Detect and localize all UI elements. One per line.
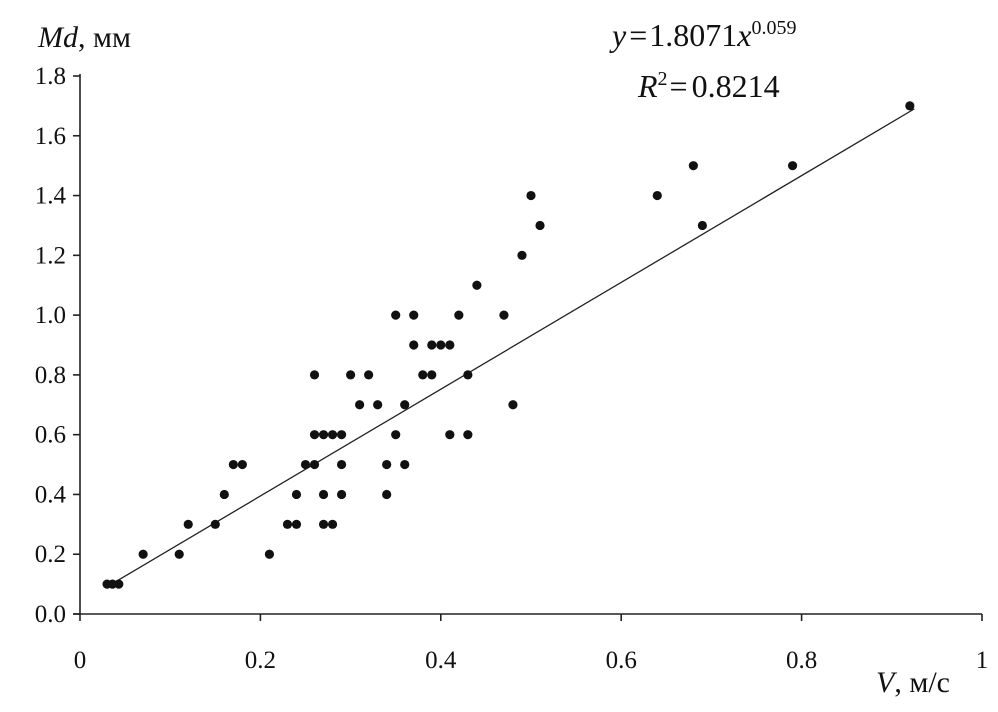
data-point xyxy=(526,190,536,201)
data-point xyxy=(327,430,338,440)
x-axis-unit: , м/с xyxy=(894,666,950,699)
data-point xyxy=(499,310,509,320)
y-axis-symbol: Md xyxy=(37,21,79,54)
data-point xyxy=(282,519,293,529)
data-point xyxy=(373,400,383,410)
equation-coefficient: 1.8071 xyxy=(649,17,737,53)
x-tick-label: 0 xyxy=(74,647,87,674)
y-tick-label: 0.0 xyxy=(35,601,66,628)
y-tick-label: 0.4 xyxy=(35,481,67,508)
data-point xyxy=(210,519,220,529)
data-point xyxy=(291,519,302,529)
y-tick-label: 0.6 xyxy=(35,422,66,449)
y-axis-title: Md, мм xyxy=(37,21,131,54)
data-point xyxy=(508,400,518,410)
data-point xyxy=(300,459,311,470)
y-tick-label: 0.2 xyxy=(35,541,66,568)
data-point xyxy=(318,430,329,440)
data-point xyxy=(391,310,401,320)
data-point xyxy=(264,549,275,559)
data-point xyxy=(107,579,118,589)
x-tick-label: 0.8 xyxy=(786,647,817,674)
data-point xyxy=(138,549,148,559)
data-point xyxy=(228,459,238,470)
data-point xyxy=(327,519,338,529)
data-point xyxy=(219,489,229,500)
data-point xyxy=(418,370,428,380)
data-point xyxy=(400,400,410,410)
data-point xyxy=(697,220,707,231)
data-point xyxy=(472,280,482,290)
data-point xyxy=(114,579,124,589)
y-tick-label: 1.6 xyxy=(35,123,66,150)
r-squared: R2= 0.8214 xyxy=(637,68,780,104)
data-point xyxy=(309,430,320,440)
y-tick-label: 1.8 xyxy=(35,63,66,90)
data-point xyxy=(409,340,419,350)
data-point xyxy=(905,101,915,111)
data-point xyxy=(445,430,455,440)
data-point xyxy=(409,310,419,320)
data-point xyxy=(400,459,410,470)
x-tick-label: 0.2 xyxy=(245,647,276,674)
r-squared-equals: = xyxy=(670,68,688,104)
data-point xyxy=(535,220,545,231)
trendline xyxy=(111,108,915,585)
data-point xyxy=(427,340,437,350)
equation-equals: = xyxy=(629,17,647,53)
data-point xyxy=(463,430,473,440)
data-point xyxy=(183,519,193,529)
x-ticks: 0 0.2 0.4 0.6 0.8 1 xyxy=(74,614,989,674)
y-ticks: 0.0 0.2 0.4 0.6 0.8 1.0 1.2 1.4 1.6 1.8 xyxy=(35,63,80,628)
r-squared-symbol: R xyxy=(637,68,658,104)
y-tick-label: 1.2 xyxy=(35,242,66,269)
data-point xyxy=(237,459,247,470)
data-point xyxy=(688,161,698,171)
data-point xyxy=(445,340,455,350)
data-point xyxy=(318,519,329,529)
data-points xyxy=(102,101,915,589)
y-tick-label: 1.0 xyxy=(35,302,66,329)
data-point xyxy=(336,459,347,470)
x-tick-label: 1 xyxy=(976,647,989,674)
axes xyxy=(73,74,982,615)
data-point xyxy=(336,489,347,500)
data-point xyxy=(787,161,798,171)
y-axis-unit: , мм xyxy=(78,21,131,54)
equation-lhs: y xyxy=(609,17,627,53)
y-tick-label: 1.4 xyxy=(35,183,67,210)
data-point xyxy=(364,370,374,380)
data-point xyxy=(346,370,356,380)
regression-equation: y=1.8071x0.059 xyxy=(609,17,796,53)
data-point xyxy=(382,459,392,470)
data-point xyxy=(652,190,662,201)
data-point xyxy=(174,549,184,559)
trendline-group xyxy=(111,108,915,585)
equation-exponent: 0.059 xyxy=(751,17,796,39)
data-point xyxy=(291,489,302,500)
x-tick-label: 0.6 xyxy=(606,647,637,674)
data-point xyxy=(355,400,365,410)
y-tick-label: 0.8 xyxy=(35,362,66,389)
r-squared-exponent: 2 xyxy=(658,68,668,90)
data-point xyxy=(454,310,464,320)
x-axis-title: V, м/с xyxy=(876,666,950,699)
data-point xyxy=(309,370,320,380)
data-point xyxy=(463,370,473,380)
equation-variable: x xyxy=(736,17,751,53)
data-point xyxy=(391,430,401,440)
data-point xyxy=(427,370,437,380)
data-point xyxy=(309,459,320,470)
data-point xyxy=(436,340,446,350)
x-tick-label: 0.4 xyxy=(425,647,457,674)
data-point xyxy=(336,430,347,440)
r-squared-value: 0.8214 xyxy=(692,68,780,104)
x-axis-symbol: V xyxy=(876,666,898,699)
data-point xyxy=(318,489,329,500)
data-point xyxy=(517,250,527,260)
data-point xyxy=(382,489,392,500)
